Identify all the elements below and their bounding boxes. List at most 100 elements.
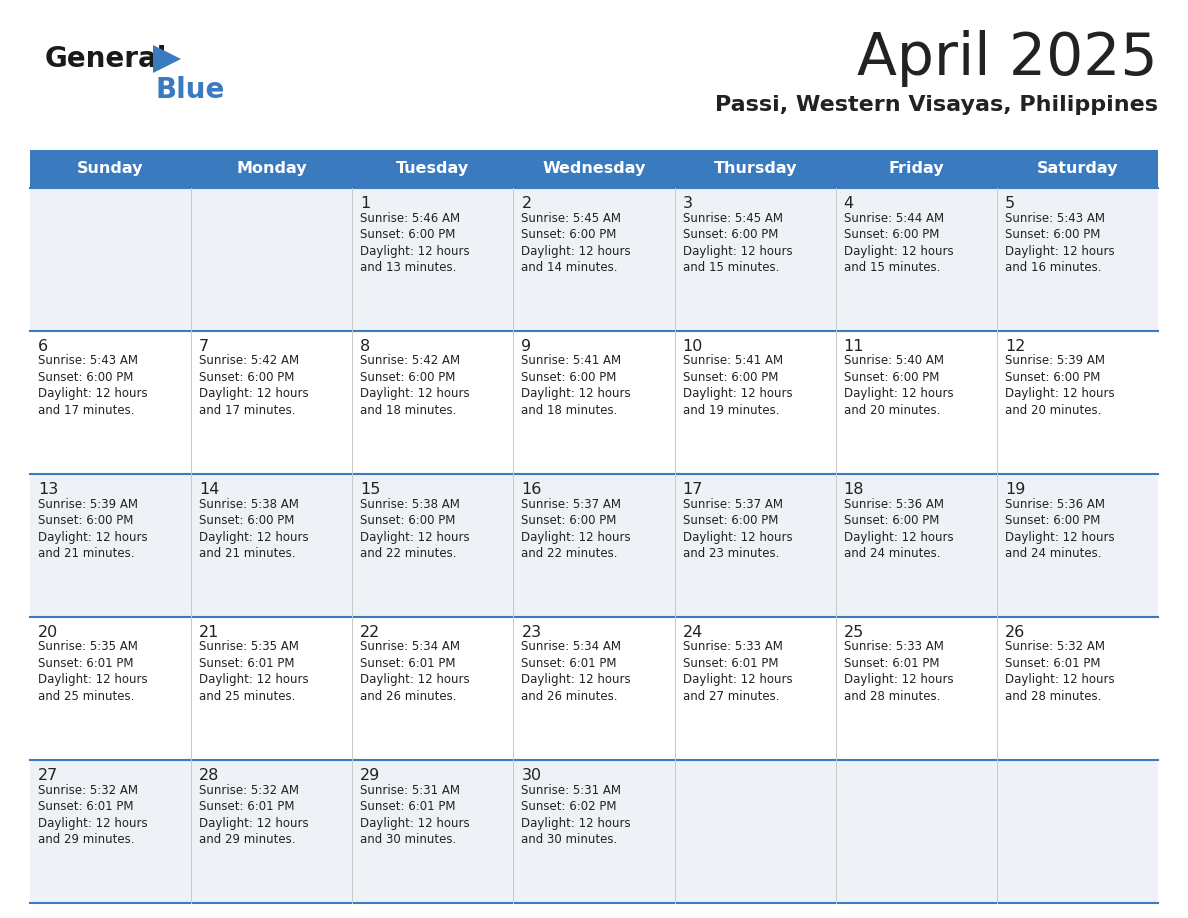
Polygon shape xyxy=(153,45,181,73)
Text: Sunrise: 5:39 AM: Sunrise: 5:39 AM xyxy=(38,498,138,510)
Text: 6: 6 xyxy=(38,339,49,354)
Text: Sunrise: 5:32 AM: Sunrise: 5:32 AM xyxy=(38,783,138,797)
Text: and 20 minutes.: and 20 minutes. xyxy=(1005,404,1101,417)
Bar xyxy=(30,331,1158,474)
Text: and 14 minutes.: and 14 minutes. xyxy=(522,261,618,274)
Text: Sunrise: 5:32 AM: Sunrise: 5:32 AM xyxy=(1005,641,1105,654)
Text: 27: 27 xyxy=(38,768,58,783)
Text: General: General xyxy=(45,45,168,73)
Text: Tuesday: Tuesday xyxy=(397,162,469,176)
Text: Daylight: 12 hours: Daylight: 12 hours xyxy=(683,531,792,543)
Text: Sunset: 6:01 PM: Sunset: 6:01 PM xyxy=(38,800,133,813)
Text: Daylight: 12 hours: Daylight: 12 hours xyxy=(38,387,147,400)
Text: and 29 minutes.: and 29 minutes. xyxy=(38,833,134,846)
Text: Sunset: 6:00 PM: Sunset: 6:00 PM xyxy=(522,514,617,527)
Text: and 25 minutes.: and 25 minutes. xyxy=(200,690,296,703)
Text: Daylight: 12 hours: Daylight: 12 hours xyxy=(843,244,953,258)
Text: Sunrise: 5:36 AM: Sunrise: 5:36 AM xyxy=(843,498,943,510)
Text: Sunset: 6:01 PM: Sunset: 6:01 PM xyxy=(200,657,295,670)
Text: Passi, Western Visayas, Philippines: Passi, Western Visayas, Philippines xyxy=(715,95,1158,115)
Text: Sunrise: 5:34 AM: Sunrise: 5:34 AM xyxy=(360,641,460,654)
Text: 25: 25 xyxy=(843,625,864,640)
Text: and 28 minutes.: and 28 minutes. xyxy=(843,690,940,703)
Text: Daylight: 12 hours: Daylight: 12 hours xyxy=(38,531,147,543)
Text: 26: 26 xyxy=(1005,625,1025,640)
Text: Daylight: 12 hours: Daylight: 12 hours xyxy=(1005,244,1114,258)
Text: and 18 minutes.: and 18 minutes. xyxy=(522,404,618,417)
Text: Sunset: 6:00 PM: Sunset: 6:00 PM xyxy=(683,514,778,527)
Text: Sunrise: 5:31 AM: Sunrise: 5:31 AM xyxy=(522,783,621,797)
Bar xyxy=(30,474,1158,617)
Text: Sunrise: 5:38 AM: Sunrise: 5:38 AM xyxy=(360,498,460,510)
Text: Sunrise: 5:46 AM: Sunrise: 5:46 AM xyxy=(360,211,461,225)
Text: and 24 minutes.: and 24 minutes. xyxy=(1005,547,1101,560)
Text: and 15 minutes.: and 15 minutes. xyxy=(843,261,940,274)
Text: Sunset: 6:00 PM: Sunset: 6:00 PM xyxy=(683,371,778,384)
Text: Thursday: Thursday xyxy=(713,162,797,176)
Text: Sunrise: 5:40 AM: Sunrise: 5:40 AM xyxy=(843,354,943,367)
Text: Sunset: 6:00 PM: Sunset: 6:00 PM xyxy=(522,228,617,241)
Text: and 22 minutes.: and 22 minutes. xyxy=(360,547,456,560)
Bar xyxy=(30,617,1158,760)
Text: Monday: Monday xyxy=(236,162,307,176)
Text: and 28 minutes.: and 28 minutes. xyxy=(1005,690,1101,703)
Text: Daylight: 12 hours: Daylight: 12 hours xyxy=(683,244,792,258)
Text: Sunset: 6:00 PM: Sunset: 6:00 PM xyxy=(360,228,456,241)
Text: Sunday: Sunday xyxy=(77,162,144,176)
Text: 15: 15 xyxy=(360,482,380,497)
Text: Daylight: 12 hours: Daylight: 12 hours xyxy=(360,244,470,258)
Text: Daylight: 12 hours: Daylight: 12 hours xyxy=(38,816,147,830)
Text: and 19 minutes.: and 19 minutes. xyxy=(683,404,779,417)
Text: 24: 24 xyxy=(683,625,703,640)
Text: Sunset: 6:00 PM: Sunset: 6:00 PM xyxy=(200,371,295,384)
Text: Sunrise: 5:34 AM: Sunrise: 5:34 AM xyxy=(522,641,621,654)
Text: April 2025: April 2025 xyxy=(858,30,1158,87)
Text: 28: 28 xyxy=(200,768,220,783)
Text: and 17 minutes.: and 17 minutes. xyxy=(38,404,134,417)
Text: Daylight: 12 hours: Daylight: 12 hours xyxy=(200,387,309,400)
Text: Sunrise: 5:37 AM: Sunrise: 5:37 AM xyxy=(522,498,621,510)
Text: 5: 5 xyxy=(1005,196,1015,211)
Text: 19: 19 xyxy=(1005,482,1025,497)
Text: 3: 3 xyxy=(683,196,693,211)
Text: Saturday: Saturday xyxy=(1037,162,1118,176)
Text: and 20 minutes.: and 20 minutes. xyxy=(843,404,940,417)
Text: Sunrise: 5:37 AM: Sunrise: 5:37 AM xyxy=(683,498,783,510)
Text: Sunrise: 5:36 AM: Sunrise: 5:36 AM xyxy=(1005,498,1105,510)
Text: Daylight: 12 hours: Daylight: 12 hours xyxy=(522,531,631,543)
Text: 11: 11 xyxy=(843,339,864,354)
Text: Daylight: 12 hours: Daylight: 12 hours xyxy=(1005,531,1114,543)
Text: Sunset: 6:00 PM: Sunset: 6:00 PM xyxy=(200,514,295,527)
Text: 13: 13 xyxy=(38,482,58,497)
Text: Daylight: 12 hours: Daylight: 12 hours xyxy=(522,244,631,258)
Text: Daylight: 12 hours: Daylight: 12 hours xyxy=(522,816,631,830)
Text: and 26 minutes.: and 26 minutes. xyxy=(360,690,456,703)
Text: Sunrise: 5:32 AM: Sunrise: 5:32 AM xyxy=(200,783,299,797)
Text: Wednesday: Wednesday xyxy=(542,162,646,176)
Text: Daylight: 12 hours: Daylight: 12 hours xyxy=(360,816,470,830)
Text: Sunset: 6:00 PM: Sunset: 6:00 PM xyxy=(360,514,456,527)
Text: Daylight: 12 hours: Daylight: 12 hours xyxy=(360,531,470,543)
Text: and 30 minutes.: and 30 minutes. xyxy=(522,833,618,846)
Text: Sunset: 6:00 PM: Sunset: 6:00 PM xyxy=(1005,228,1100,241)
Text: 2: 2 xyxy=(522,196,531,211)
Text: Daylight: 12 hours: Daylight: 12 hours xyxy=(683,387,792,400)
Text: and 16 minutes.: and 16 minutes. xyxy=(1005,261,1101,274)
Text: 14: 14 xyxy=(200,482,220,497)
Text: Sunrise: 5:38 AM: Sunrise: 5:38 AM xyxy=(200,498,299,510)
Text: Sunset: 6:00 PM: Sunset: 6:00 PM xyxy=(1005,371,1100,384)
Text: Sunrise: 5:41 AM: Sunrise: 5:41 AM xyxy=(683,354,783,367)
Text: Sunrise: 5:35 AM: Sunrise: 5:35 AM xyxy=(200,641,299,654)
Text: 29: 29 xyxy=(360,768,380,783)
Text: 21: 21 xyxy=(200,625,220,640)
Text: Sunrise: 5:45 AM: Sunrise: 5:45 AM xyxy=(683,211,783,225)
Bar xyxy=(30,188,1158,331)
Text: and 26 minutes.: and 26 minutes. xyxy=(522,690,618,703)
Text: Sunset: 6:01 PM: Sunset: 6:01 PM xyxy=(1005,657,1100,670)
Text: Daylight: 12 hours: Daylight: 12 hours xyxy=(843,531,953,543)
Text: Friday: Friday xyxy=(889,162,944,176)
Text: Sunrise: 5:42 AM: Sunrise: 5:42 AM xyxy=(360,354,461,367)
Text: Sunrise: 5:44 AM: Sunrise: 5:44 AM xyxy=(843,211,943,225)
Text: Sunset: 6:01 PM: Sunset: 6:01 PM xyxy=(360,800,456,813)
Text: Sunset: 6:01 PM: Sunset: 6:01 PM xyxy=(843,657,940,670)
